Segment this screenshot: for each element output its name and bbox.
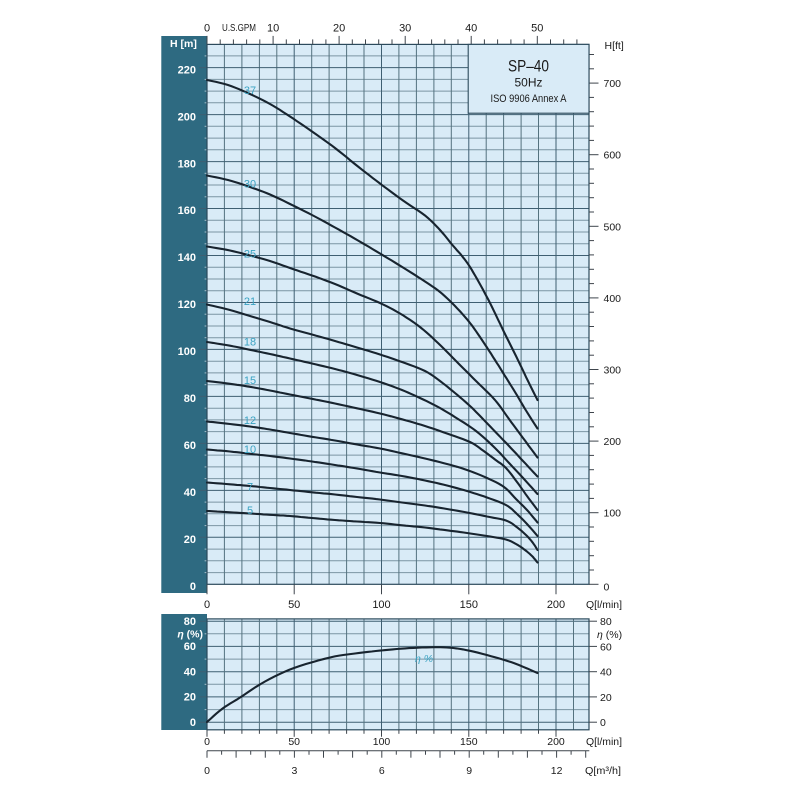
svg-text:0: 0 bbox=[190, 717, 196, 729]
svg-text:700: 700 bbox=[604, 78, 622, 90]
svg-text:300: 300 bbox=[604, 365, 622, 377]
svg-text:100: 100 bbox=[604, 508, 622, 520]
svg-text:η %: η % bbox=[415, 653, 433, 665]
svg-text:150: 150 bbox=[460, 599, 478, 611]
svg-text:0: 0 bbox=[204, 765, 210, 777]
svg-text:40: 40 bbox=[465, 22, 477, 34]
svg-text:20: 20 bbox=[600, 692, 612, 704]
svg-text:U.S.GPM: U.S.GPM bbox=[222, 23, 256, 34]
svg-text:37: 37 bbox=[244, 85, 256, 97]
svg-text:100: 100 bbox=[373, 736, 391, 748]
svg-text:20: 20 bbox=[184, 534, 196, 546]
svg-text:20: 20 bbox=[184, 692, 196, 704]
svg-text:50: 50 bbox=[531, 22, 543, 34]
svg-text:200: 200 bbox=[547, 599, 565, 611]
svg-text:12: 12 bbox=[244, 415, 256, 427]
svg-text:60: 60 bbox=[600, 641, 612, 653]
svg-text:30: 30 bbox=[399, 22, 411, 34]
svg-text:H[ft]: H[ft] bbox=[605, 40, 624, 52]
svg-text:21: 21 bbox=[244, 296, 256, 308]
svg-text:40: 40 bbox=[184, 666, 196, 678]
svg-text:200: 200 bbox=[178, 111, 196, 123]
svg-text:3: 3 bbox=[291, 765, 297, 777]
svg-text:60: 60 bbox=[184, 440, 196, 452]
svg-text:9: 9 bbox=[466, 765, 472, 777]
svg-text:100: 100 bbox=[372, 599, 390, 611]
svg-text:25: 25 bbox=[244, 249, 256, 261]
svg-text:SP–40: SP–40 bbox=[508, 58, 549, 76]
svg-text:ISO 9906 Annex A: ISO 9906 Annex A bbox=[491, 93, 568, 105]
svg-text:15: 15 bbox=[244, 375, 256, 387]
svg-text:80: 80 bbox=[600, 616, 612, 628]
svg-text:6: 6 bbox=[379, 765, 385, 777]
svg-text:40: 40 bbox=[600, 667, 612, 679]
svg-text:η (%): η (%) bbox=[597, 629, 622, 641]
svg-text:η (%): η (%) bbox=[177, 629, 203, 641]
svg-text:5: 5 bbox=[247, 505, 253, 517]
svg-text:50: 50 bbox=[288, 599, 300, 611]
svg-text:0: 0 bbox=[204, 736, 210, 748]
svg-text:500: 500 bbox=[604, 221, 622, 233]
svg-text:H [m]: H [m] bbox=[170, 38, 197, 50]
svg-text:20: 20 bbox=[333, 22, 345, 34]
svg-text:120: 120 bbox=[178, 299, 196, 311]
svg-text:0: 0 bbox=[190, 581, 196, 593]
svg-text:200: 200 bbox=[547, 736, 565, 748]
svg-text:140: 140 bbox=[178, 252, 196, 264]
svg-text:40: 40 bbox=[184, 487, 196, 499]
svg-text:7: 7 bbox=[247, 482, 253, 494]
svg-text:160: 160 bbox=[178, 205, 196, 217]
svg-text:220: 220 bbox=[178, 64, 196, 76]
svg-text:Q[l/min]: Q[l/min] bbox=[586, 599, 622, 611]
svg-text:80: 80 bbox=[184, 393, 196, 405]
svg-text:150: 150 bbox=[460, 736, 478, 748]
svg-text:Q[m³/h]: Q[m³/h] bbox=[585, 765, 621, 777]
svg-text:18: 18 bbox=[244, 337, 256, 349]
svg-text:60: 60 bbox=[184, 641, 196, 653]
svg-text:10: 10 bbox=[267, 22, 279, 34]
svg-text:0: 0 bbox=[600, 717, 606, 729]
svg-text:0: 0 bbox=[604, 582, 610, 594]
svg-text:0: 0 bbox=[204, 599, 210, 611]
svg-text:50: 50 bbox=[288, 736, 300, 748]
svg-text:200: 200 bbox=[604, 436, 622, 448]
svg-text:50Hz: 50Hz bbox=[515, 76, 543, 90]
svg-text:400: 400 bbox=[604, 293, 622, 305]
svg-text:180: 180 bbox=[178, 158, 196, 170]
svg-text:Q[l/min]: Q[l/min] bbox=[586, 736, 622, 748]
svg-text:10: 10 bbox=[244, 444, 256, 456]
svg-text:80: 80 bbox=[184, 616, 196, 628]
svg-text:600: 600 bbox=[604, 150, 622, 162]
svg-text:12: 12 bbox=[551, 765, 563, 777]
svg-text:100: 100 bbox=[178, 346, 196, 358]
svg-text:0: 0 bbox=[204, 22, 210, 34]
svg-text:30: 30 bbox=[244, 179, 256, 191]
